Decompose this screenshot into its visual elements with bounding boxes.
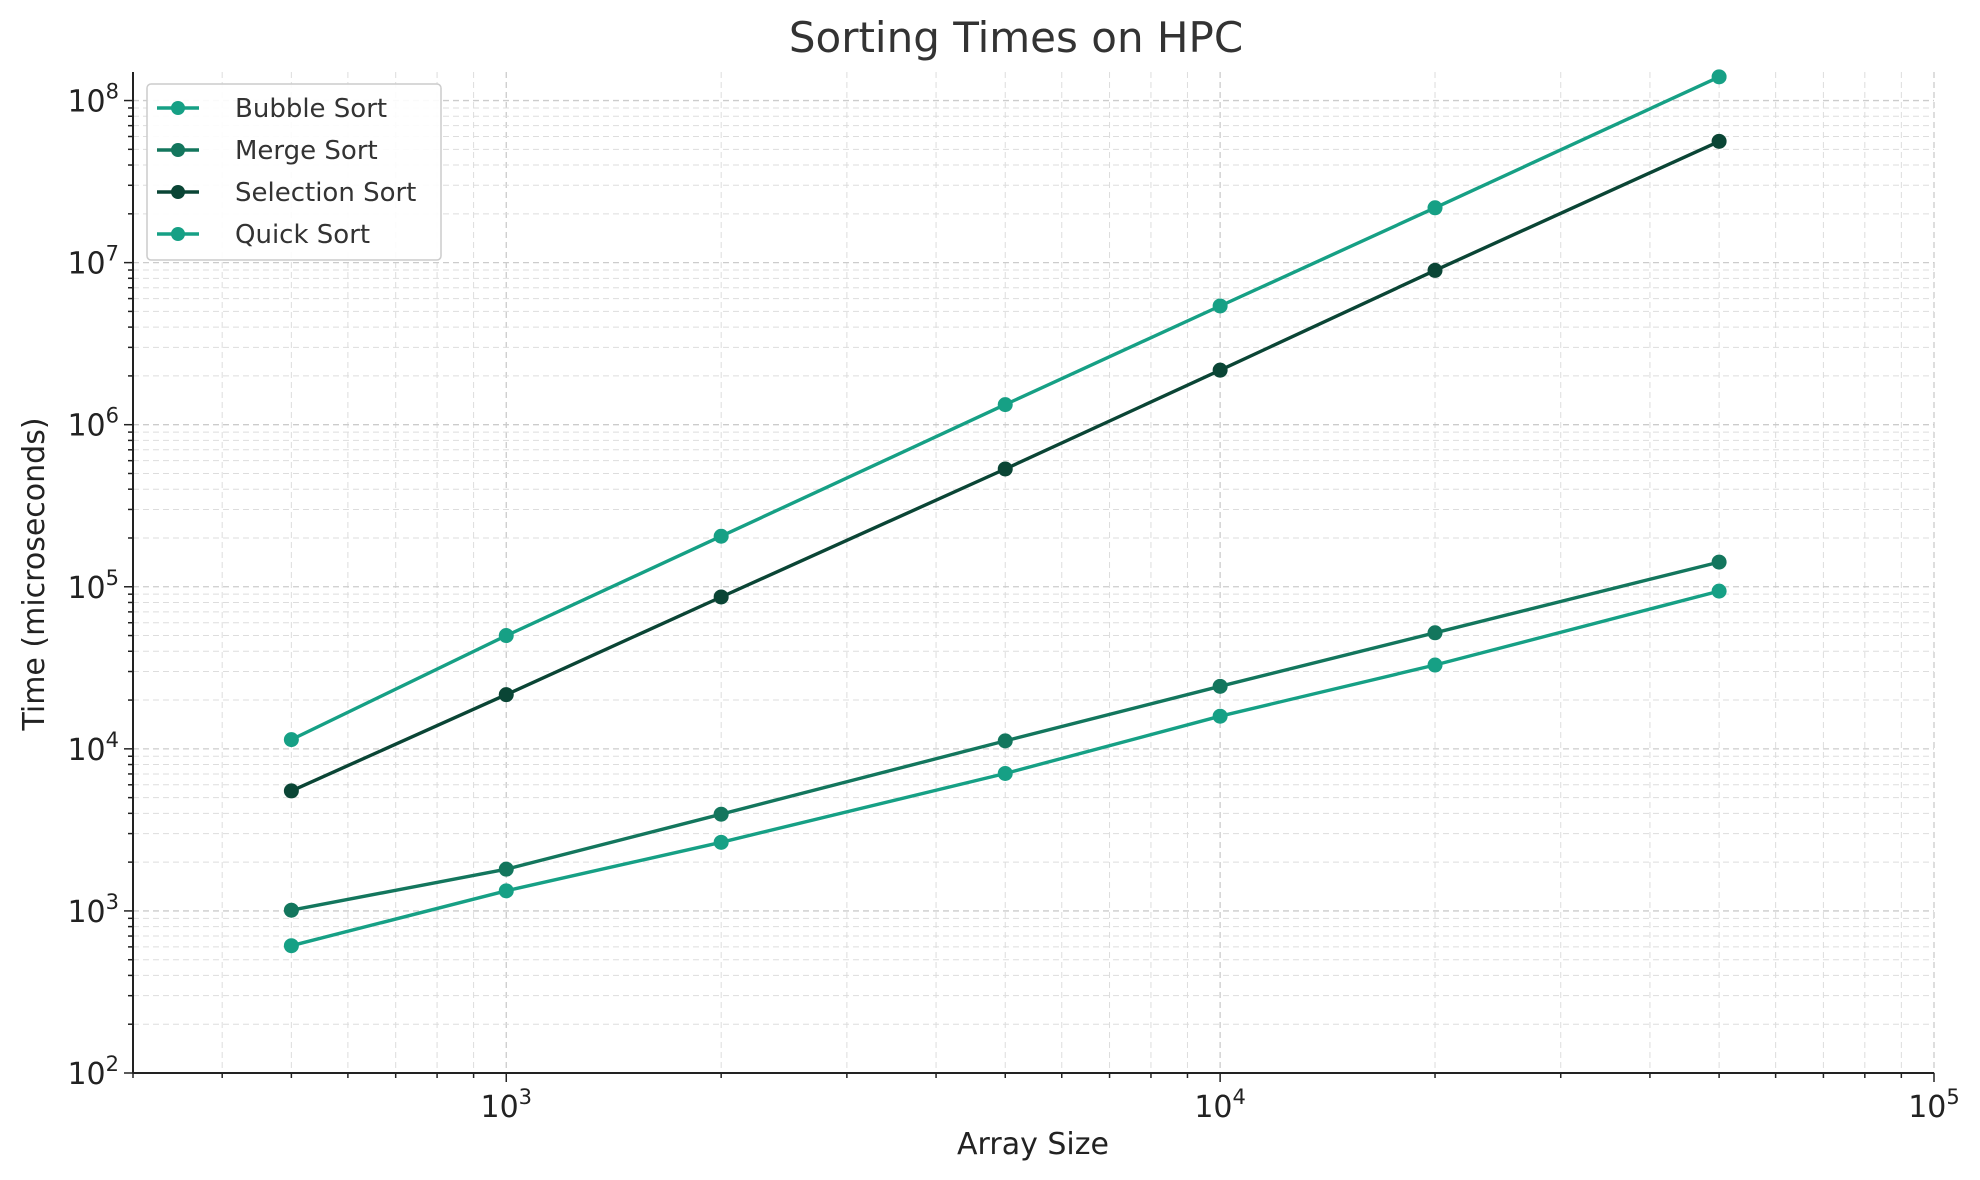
legend-marker xyxy=(171,101,185,115)
data-point xyxy=(997,733,1013,749)
data-point xyxy=(1212,362,1228,378)
grid xyxy=(132,72,1935,1074)
series-group xyxy=(283,69,1727,954)
legend-label: Merge Sort xyxy=(235,136,378,166)
data-point xyxy=(1427,200,1443,216)
x-axis-label: Array Size xyxy=(957,1127,1109,1162)
data-point xyxy=(283,902,299,918)
series-bubble-sort xyxy=(283,69,1727,748)
data-point xyxy=(1711,554,1727,570)
data-point xyxy=(713,528,729,544)
legend-marker xyxy=(171,227,185,241)
data-point xyxy=(997,765,1013,781)
series-merge-sort xyxy=(283,554,1727,918)
data-point xyxy=(713,806,729,822)
legend-marker xyxy=(171,143,185,157)
data-point xyxy=(1711,583,1727,599)
data-point xyxy=(713,834,729,850)
y-tick-label: 106 xyxy=(67,404,119,444)
data-point xyxy=(498,861,514,877)
y-tick-label: 102 xyxy=(67,1052,119,1092)
y-tick-label: 105 xyxy=(67,566,119,606)
data-point xyxy=(498,687,514,703)
legend-label: Selection Sort xyxy=(235,178,416,208)
data-point xyxy=(1711,69,1727,85)
data-point xyxy=(997,461,1013,477)
y-tick-label: 104 xyxy=(67,728,119,768)
series-quick-sort xyxy=(283,583,1727,954)
data-point xyxy=(713,589,729,605)
legend-label: Bubble Sort xyxy=(235,94,387,124)
data-point xyxy=(1212,298,1228,314)
data-point xyxy=(1427,625,1443,641)
data-point xyxy=(997,397,1013,413)
x-tick-label: 105 xyxy=(1908,1085,1960,1125)
y-axis-label: Time (microseconds) xyxy=(17,417,52,731)
y-ticks: 102 103 104 105 106 107 108 xyxy=(67,80,133,1092)
x-ticks: 103 104 105 xyxy=(132,1073,1960,1125)
data-point xyxy=(283,732,299,748)
legend: Bubble Sort Merge Sort Selection Sort Quick… xyxy=(146,83,442,261)
chart-title: Sorting Times on HPC xyxy=(789,13,1243,62)
legend-box xyxy=(146,83,442,261)
series-selection-sort xyxy=(283,133,1727,799)
data-point xyxy=(498,883,514,899)
legend-label: Quick Sort xyxy=(235,220,370,250)
y-tick-label: 103 xyxy=(67,890,119,930)
y-tick-label: 108 xyxy=(67,80,119,120)
data-point xyxy=(1212,708,1228,724)
data-point xyxy=(498,628,514,644)
data-point xyxy=(283,938,299,954)
data-point xyxy=(1711,133,1727,149)
data-point xyxy=(283,783,299,799)
axes xyxy=(132,72,1934,1074)
data-point xyxy=(1212,678,1228,694)
data-point xyxy=(1427,657,1443,673)
x-tick-label: 103 xyxy=(480,1085,532,1125)
legend-marker xyxy=(171,185,185,199)
data-point xyxy=(1427,262,1443,278)
x-tick-label: 104 xyxy=(1194,1085,1246,1125)
y-tick-label: 107 xyxy=(67,242,119,282)
